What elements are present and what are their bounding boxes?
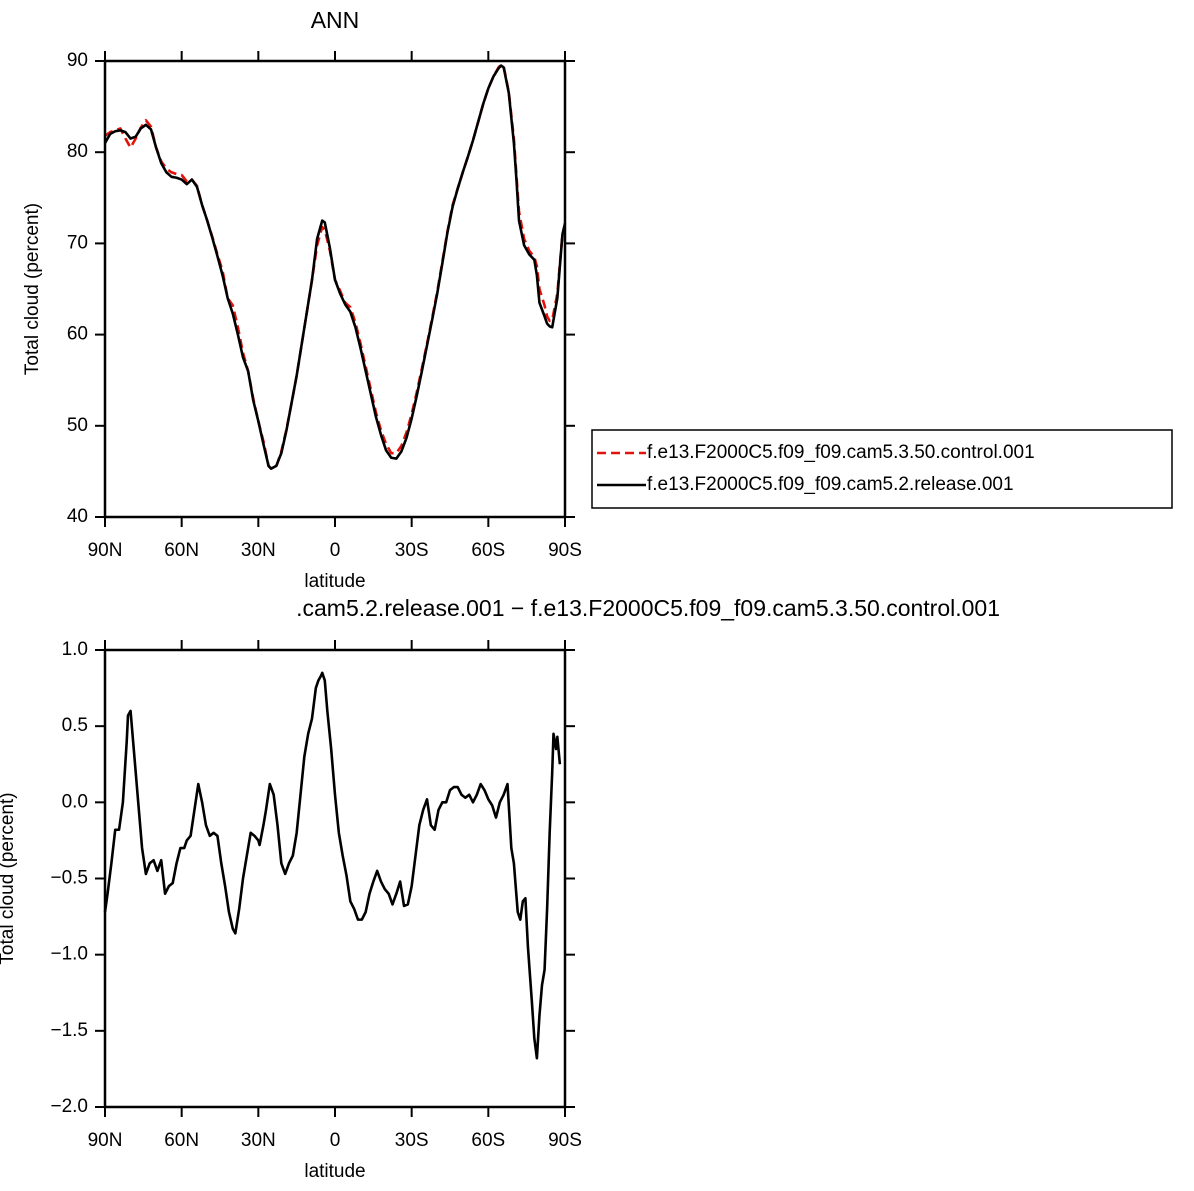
series-line: [103, 671, 562, 1060]
y-tick-label: −0.5: [50, 868, 88, 889]
x-tick-label: 60N: [164, 1130, 199, 1151]
x-axis-label: latitude: [304, 1161, 365, 1182]
y-tick-label: 0.5: [62, 715, 88, 736]
x-tick-label: 30S: [395, 540, 429, 561]
series-line: [104, 63, 567, 470]
x-tick-label: 60N: [164, 540, 199, 561]
y-tick-label: 80: [67, 141, 88, 162]
x-tick-label: 0: [330, 540, 341, 561]
x-tick-label: 30N: [241, 540, 276, 561]
plot-frame: [103, 59, 567, 519]
y-tick-label: 60: [67, 324, 88, 345]
x-tick-label: 30N: [241, 1130, 276, 1151]
x-axis-label: latitude: [304, 571, 365, 592]
legend-label: f.e13.F2000C5.f09_f09.cam5.3.50.control.…: [647, 442, 1035, 463]
y-tick-label: −1.5: [50, 1020, 88, 1041]
y-tick-label: 70: [67, 232, 88, 253]
y-tick-label: 1.0: [62, 639, 88, 660]
y-tick-label: 40: [67, 506, 88, 527]
chart-title: ANN: [311, 7, 360, 33]
y-tick-label: 50: [67, 415, 88, 436]
x-tick-label: 60S: [471, 1130, 505, 1151]
x-tick-label: 90N: [88, 540, 123, 561]
legend-box: [591, 429, 1173, 509]
x-tick-label: 30S: [395, 1130, 429, 1151]
y-tick-label: −2.0: [50, 1096, 88, 1117]
x-tick-label: 90N: [88, 1130, 123, 1151]
y-axis-label: Total cloud (percent): [0, 792, 18, 964]
x-tick-label: 90S: [548, 540, 582, 561]
plot-frame: [103, 648, 567, 1109]
y-axis-label: Total cloud (percent): [22, 203, 43, 375]
chart-title: .cam5.2.release.001 − f.e13.F2000C5.f09_…: [296, 595, 1000, 621]
y-tick-label: 0.0: [62, 791, 88, 812]
y-tick-label: −1.0: [50, 944, 88, 965]
series-line: [103, 64, 567, 470]
y-tick-label: 90: [67, 50, 88, 71]
x-tick-label: 60S: [471, 540, 505, 561]
x-tick-label: 0: [330, 1130, 341, 1151]
legend-label: f.e13.F2000C5.f09_f09.cam5.2.release.001: [647, 474, 1014, 495]
x-tick-label: 90S: [548, 1130, 582, 1151]
